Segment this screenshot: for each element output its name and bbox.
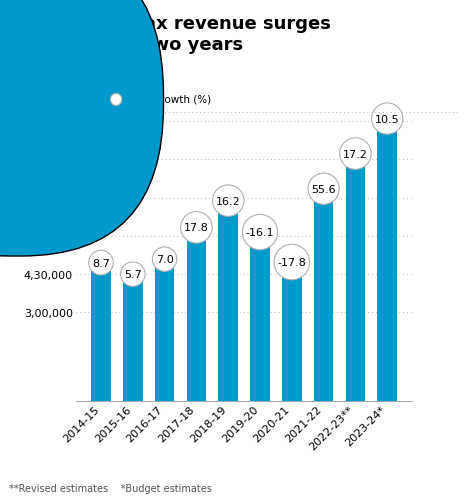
Bar	[250, 237, 270, 401]
Text: 17.2: 17.2	[343, 149, 368, 159]
Bar	[155, 265, 174, 401]
Bar	[123, 280, 143, 401]
Text: **Revised estimates    *Budget estimates: **Revised estimates *Budget estimates	[9, 483, 212, 493]
Text: 7.0: 7.0	[156, 255, 173, 265]
Text: 10.5: 10.5	[375, 114, 400, 124]
Bar	[219, 206, 238, 401]
Text: -17.8: -17.8	[277, 258, 306, 268]
Bar	[314, 194, 334, 401]
Bar	[377, 124, 397, 401]
Bar	[282, 268, 301, 401]
Text: Amount (₹ cr): Amount (₹ cr)	[25, 95, 97, 105]
Text: 8.7: 8.7	[92, 258, 110, 268]
Bar	[91, 268, 111, 401]
Text: 5.7: 5.7	[124, 270, 142, 280]
Text: 16.2: 16.2	[216, 196, 241, 206]
Text: 55.6: 55.6	[311, 184, 336, 194]
Text: y-o-y growth (%): y-o-y growth (%)	[124, 95, 211, 105]
Bar	[346, 159, 365, 401]
Text: 17.8: 17.8	[184, 223, 209, 233]
Text: Corporation tax revenue surges
over the last two years: Corporation tax revenue surges over the …	[9, 15, 331, 54]
Bar	[187, 233, 206, 401]
Text: -16.1: -16.1	[246, 227, 274, 237]
